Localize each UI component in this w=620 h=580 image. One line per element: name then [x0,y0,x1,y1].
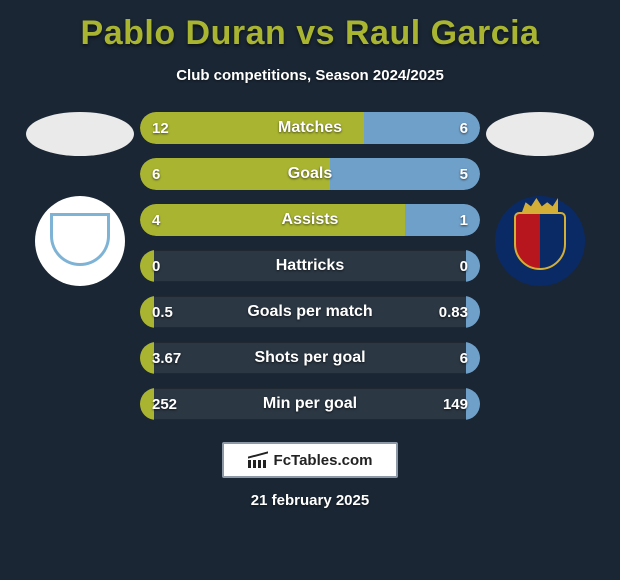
stat-label: Assists [140,204,480,236]
bar-chart-icon [248,452,268,468]
crown-icon [522,198,558,212]
stat-value-left: 252 [152,388,177,420]
player-right-avatar [486,112,594,156]
stat-value-left: 6 [152,158,160,190]
stat-value-right: 0 [460,250,468,282]
brand-badge: FcTables.com [222,442,398,478]
stat-value-left: 4 [152,204,160,236]
stat-value-right: 149 [443,388,468,420]
stat-value-right: 6 [460,342,468,374]
stat-label: Shots per goal [140,342,480,374]
stat-value-right: 5 [460,158,468,190]
stat-row: Goals per match0.5 0.83 [140,296,480,328]
stat-label: Hattricks [140,250,480,282]
stat-row: Shots per goal3.67 6 [140,342,480,374]
stat-value-right: 0.83 [439,296,468,328]
footer-date: 21 february 2025 [0,492,620,509]
stat-label: Matches [140,112,480,144]
stat-value-left: 12 [152,112,169,144]
stat-row: Goals6 5 [140,158,480,190]
stat-row: Min per goal252 149 [140,388,480,420]
stat-value-left: 0 [152,250,160,282]
stat-label: Goals per match [140,296,480,328]
brand-label: FcTables.com [274,452,373,469]
stat-label: Min per goal [140,388,480,420]
page-title: Pablo Duran vs Raul Garcia [0,0,620,53]
player-left-avatar [26,112,134,156]
player-left-crest [35,196,125,286]
player-right-column [480,112,600,420]
celta-crest-icon [50,216,110,266]
stat-row: Assists4 1 [140,204,480,236]
stat-value-right: 6 [460,112,468,144]
stat-value-left: 0.5 [152,296,173,328]
osasuna-crest-icon [514,212,566,270]
stat-row: Hattricks0 0 [140,250,480,282]
subtitle: Club competitions, Season 2024/2025 [0,67,620,84]
stat-value-right: 1 [460,204,468,236]
stat-label: Goals [140,158,480,190]
player-left-column [20,112,140,420]
stat-value-left: 3.67 [152,342,181,374]
comparison-panel: Matches126Goals65Assists41Hattricks00Goa… [0,112,620,420]
stats-bars: Matches126Goals65Assists41Hattricks00Goa… [140,112,480,420]
stat-row: Matches12 6 [140,112,480,144]
player-right-crest [495,196,585,286]
